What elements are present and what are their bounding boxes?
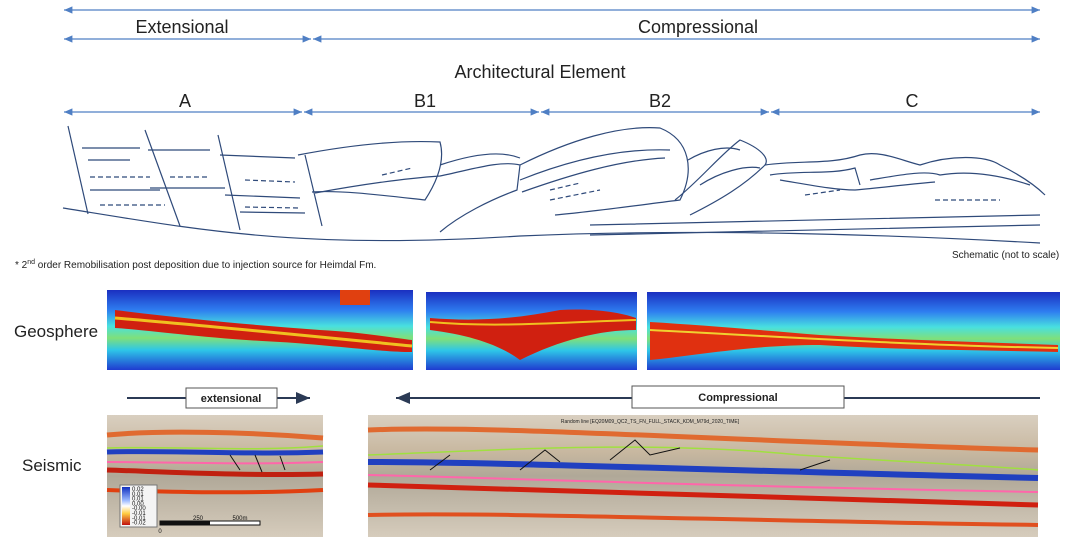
schematic-sketch-part (298, 142, 442, 200)
compressional-label: Compressional (638, 17, 758, 37)
segment-label: A (179, 91, 191, 111)
schematic-note: Schematic (not to scale) (952, 250, 1059, 261)
schematic-sketch-part (520, 128, 688, 215)
schematic-sketch-part (675, 140, 766, 215)
footnote: * 2nd order Remobilisation post depositi… (15, 259, 376, 271)
geosphere-panels-part (340, 290, 370, 305)
extensional-label: Extensional (135, 17, 228, 37)
schematic-sketch-part (520, 150, 670, 192)
section-arrows (127, 386, 1040, 408)
scale-label: 500m (232, 516, 247, 522)
seismic-panels-part (122, 487, 130, 525)
random-line-title: Random line [EQ20M09_QC2_TS_FN_FULL_STAC… (561, 419, 740, 425)
seismic-label: Seismic (22, 456, 82, 475)
colorbar-label: -0.02 (132, 521, 146, 527)
segment-label: B1 (414, 91, 436, 111)
footnote-text: order Remobilisation post deposition due… (35, 260, 376, 271)
schematic-sketch-part (805, 190, 1000, 200)
schematic-sketch-part (550, 183, 600, 200)
compressional-arrow-label: Compressional (698, 392, 777, 404)
geosphere-label: Geosphere (14, 322, 98, 341)
schematic-sketch (63, 126, 1045, 243)
seismic-panels-part (107, 452, 323, 453)
architectural-title: Architectural Element (454, 62, 625, 82)
footnote-superscript: nd (27, 259, 35, 266)
segment-label: C (906, 91, 919, 111)
seismic-panels-part (107, 462, 323, 463)
schematic-sketch-part (770, 168, 1030, 185)
extensional-arrow-label: extensional (201, 393, 262, 405)
schematic-sketch-part (63, 208, 1040, 243)
schematic-sketch-part (780, 180, 935, 190)
schematic-sketch-part (90, 177, 300, 208)
figure: Extensional Compressional Architectural … (0, 0, 1066, 539)
geosphere-panels (107, 290, 1060, 370)
segment-label: B2 (649, 91, 671, 111)
scale-label: 250 (193, 516, 204, 522)
schematic-sketch-part (315, 164, 520, 232)
footnote-prefix: * 2 (15, 260, 28, 271)
schematic-sketch-part (382, 168, 412, 175)
